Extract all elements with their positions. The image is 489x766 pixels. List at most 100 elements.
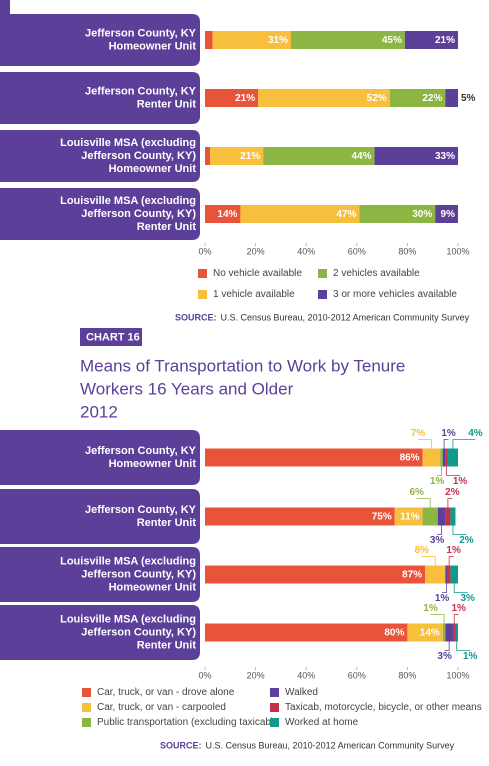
category-box [0,489,200,544]
data-label: 80% [384,628,404,639]
legend-label: Car, truck, or van - drove alone [97,687,235,698]
bar-segment [212,31,292,49]
data-label: 9% [441,209,456,220]
leader-line [448,556,454,566]
x-tick-label: 0% [198,670,211,680]
legend-swatch [198,290,207,299]
category-box [0,130,200,182]
data-label: 22% [422,93,442,104]
legend-label: Walked [285,687,318,698]
category-box [0,547,200,602]
category-label: Louisville MSA (excluding [60,555,196,567]
x-tick-label: 100% [446,670,469,680]
data-label: 2% [445,487,460,498]
bar-segment [442,448,446,467]
legend-swatch [82,703,91,712]
legend-swatch [82,718,91,727]
chart-title: Workers 16 Years and Older [80,379,294,398]
data-label: 75% [372,512,392,523]
leader-line [437,466,442,476]
chart-number: CHART 16 [86,331,140,343]
legend-label: No vehicle available [213,268,302,279]
data-label: 3% [430,535,445,546]
bar-segment [210,147,264,165]
category-box [0,430,200,485]
bar-segment [435,205,458,223]
bar-segment [437,507,446,526]
bar-segment [425,565,446,584]
bar-segment [450,565,458,584]
bar-segment [205,147,211,165]
bar-segment [258,89,390,107]
x-tick-label: 100% [446,246,469,256]
x-tick-label: 80% [398,670,416,680]
x-tick-label: 40% [297,246,315,256]
leader-line [453,583,468,593]
data-label: 14% [217,209,237,220]
bar-segment [447,448,458,467]
data-label: 1% [451,603,466,614]
leader-line [437,525,442,535]
bar-segment [359,205,436,223]
x-tick-label: 60% [348,670,366,680]
bar-segment [447,565,451,584]
data-label: 14% [420,628,440,639]
data-label: 1% [430,476,445,487]
data-label: 30% [412,209,432,220]
data-label: 1% [423,603,438,614]
data-label: 21% [235,93,255,104]
leader-line [453,614,459,624]
data-label: 47% [336,209,356,220]
data-label: 1% [435,593,450,604]
leader-line [430,614,445,624]
data-label: 86% [400,453,420,464]
category-label: Jefferson County, KY) [81,150,196,162]
category-box [0,605,200,660]
data-label: 3% [437,651,452,662]
chart-chip [80,328,142,346]
legend-swatch [198,269,207,278]
source-label: SOURCE: [160,740,202,750]
bar-segment [389,89,446,107]
data-label: 7% [411,428,426,439]
data-label: 45% [382,35,402,46]
category-label: Homeowner Unit [109,458,197,470]
legend-label: 1 vehicle available [213,289,295,300]
data-label: 21% [240,151,260,162]
data-label: 11% [400,512,420,523]
category-label: Louisville MSA (excluding [60,137,196,149]
bar-segment [407,623,443,642]
x-tick-label: 40% [297,670,315,680]
leader-line [442,583,448,593]
legend-swatch [270,703,279,712]
bar-segment [394,507,423,526]
legend-swatch [318,290,327,299]
category-label: Renter Unit [137,639,197,651]
bar-segment [205,448,423,467]
bar-segment [440,448,443,467]
category-label: Louisville MSA (excluding [60,195,196,207]
legend-label: Public transportation (excluding taxicab… [97,717,274,728]
category-label: Homeowner Unit [109,163,197,175]
category-label: Jefferson County, KY [85,445,197,457]
data-label: 31% [268,35,288,46]
data-label: 1% [446,545,461,556]
source-text: U.S. Census Bureau, 2010-2012 American C… [221,312,470,322]
bar-segment [263,147,375,165]
legend-label: Worked at home [285,717,359,728]
x-tick-label: 20% [247,670,265,680]
category-box [0,14,200,66]
category-box [0,188,200,240]
data-label: 1% [453,476,468,487]
category-box [0,72,200,124]
x-tick-label: 80% [398,246,416,256]
bar-segment [205,205,241,223]
data-label: 1% [463,651,478,662]
category-label: Renter Unit [137,517,197,529]
legend-swatch [270,718,279,727]
bar-segment [240,205,360,223]
bar-segment [205,623,408,642]
legend-label: 2 vehicles available [333,268,420,279]
legend-swatch [318,269,327,278]
source-text: U.S. Census Bureau, 2010-2012 American C… [206,740,455,750]
